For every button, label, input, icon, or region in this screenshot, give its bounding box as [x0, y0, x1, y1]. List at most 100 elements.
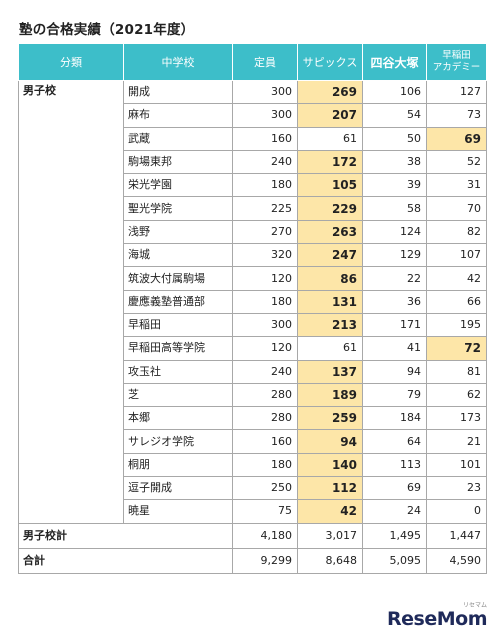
waseda-cell: 195: [426, 312, 487, 338]
table-row: 早稲田 300 213 171 195: [19, 312, 487, 338]
waseda-cell: 81: [426, 359, 487, 384]
yotsuya-cell: 113: [362, 452, 427, 478]
capacity-cell: 180: [232, 289, 298, 314]
total-label: 男子校計: [18, 522, 233, 549]
waseda-cell: 73: [426, 103, 487, 128]
capacity-cell: 300: [232, 312, 298, 338]
yotsuya-cell: 124: [362, 219, 427, 245]
waseda-cell: 72: [426, 336, 487, 361]
sapix-cell: 61: [297, 126, 363, 151]
total-yotsuya-cell: 1,495: [362, 522, 427, 549]
sapix-cell: 140: [297, 452, 363, 478]
table-row: 栄光学園 180 105 39 31: [19, 173, 487, 198]
total-waseda-cell: 1,447: [426, 522, 487, 549]
table-row: 男子校 開成 300 269 106 127: [18, 79, 487, 524]
waseda-cell: 62: [426, 382, 487, 408]
capacity-cell: 160: [232, 126, 298, 151]
results-table: 分類 中学校 定員 サピックス 四谷大塚 早稲田 アカデミー 男子校 開成 300 2…: [18, 43, 487, 574]
school-name: サレジオ学院: [123, 429, 233, 454]
header-school: 中学校: [123, 43, 233, 81]
school-name: 早稲田: [123, 312, 233, 338]
yotsuya-cell: 38: [362, 149, 427, 175]
waseda-cell: 0: [426, 499, 487, 524]
total-capacity-cell: 9,299: [232, 547, 298, 574]
waseda-cell: 42: [426, 266, 487, 291]
table-row: 聖光学院 225 229 58 70: [19, 196, 487, 221]
sapix-cell: 213: [297, 312, 363, 338]
capacity-cell: 280: [232, 406, 298, 431]
sapix-cell: 263: [297, 219, 363, 245]
sapix-cell: 94: [297, 429, 363, 454]
waseda-cell: 82: [426, 219, 487, 245]
waseda-cell: 69: [426, 126, 487, 151]
capacity-cell: 180: [232, 173, 298, 198]
school-name: 武蔵: [123, 126, 233, 151]
waseda-cell: 127: [426, 79, 487, 105]
capacity-cell: 180: [232, 452, 298, 478]
school-name: 本郷: [123, 406, 233, 431]
school-name: 早稲田高等学院: [123, 336, 233, 361]
table-row: 暁星 75 42 24 0: [19, 499, 487, 524]
total-label: 合計: [18, 547, 233, 574]
capacity-cell: 120: [232, 336, 298, 361]
header-waseda-line2: アカデミー: [432, 62, 481, 73]
yotsuya-cell: 94: [362, 359, 427, 384]
page-title: 塾の合格実績（2021年度）: [19, 22, 195, 38]
yotsuya-cell: 106: [362, 79, 427, 105]
capacity-cell: 225: [232, 196, 298, 221]
header-yotsuya: 四谷大塚: [362, 43, 427, 81]
sapix-cell: 42: [297, 499, 363, 524]
school-name: 逗子開成: [123, 476, 233, 501]
header-capacity: 定員: [232, 43, 298, 81]
header-sapix: サピックス: [297, 43, 363, 81]
total-row: 男子校計 4,180 3,017 1,495 1,447: [18, 522, 487, 549]
logo-small-text: リセマム: [462, 602, 487, 609]
capacity-cell: 250: [232, 476, 298, 501]
waseda-cell: 66: [426, 289, 487, 314]
yotsuya-cell: 58: [362, 196, 427, 221]
school-name: 聖光学院: [123, 196, 233, 221]
capacity-cell: 300: [232, 103, 298, 128]
yotsuya-cell: 22: [362, 266, 427, 291]
capacity-cell: 120: [232, 266, 298, 291]
yotsuya-cell: 24: [362, 499, 427, 524]
school-name: 海城: [123, 243, 233, 268]
total-capacity-cell: 4,180: [232, 522, 298, 549]
yotsuya-cell: 79: [362, 382, 427, 408]
sapix-cell: 172: [297, 149, 363, 175]
waseda-cell: 107: [426, 243, 487, 268]
total-yotsuya-cell: 5,095: [362, 547, 427, 574]
waseda-cell: 31: [426, 173, 487, 198]
school-name: 開成: [123, 79, 233, 105]
capacity-cell: 320: [232, 243, 298, 268]
capacity-cell: 280: [232, 382, 298, 408]
capacity-cell: 300: [232, 79, 298, 105]
sapix-cell: 247: [297, 243, 363, 268]
waseda-cell: 101: [426, 452, 487, 478]
table-row: 麻布 300 207 54 73: [19, 103, 487, 128]
total-sapix-cell: 3,017: [297, 522, 363, 549]
yotsuya-cell: 39: [362, 173, 427, 198]
yotsuya-cell: 184: [362, 406, 427, 431]
sapix-cell: 259: [297, 406, 363, 431]
school-name: 芝: [123, 382, 233, 408]
waseda-cell: 21: [426, 429, 487, 454]
sapix-cell: 86: [297, 266, 363, 291]
yotsuya-cell: 171: [362, 312, 427, 338]
school-name: 暁星: [123, 499, 233, 524]
yotsuya-cell: 54: [362, 103, 427, 128]
school-name: 栄光学園: [123, 173, 233, 198]
table-row: 攻玉社 240 137 94 81: [19, 359, 487, 384]
capacity-cell: 270: [232, 219, 298, 245]
sapix-cell: 207: [297, 103, 363, 128]
resemom-logo: ReseMom リセマム: [387, 602, 487, 630]
sapix-cell: 105: [297, 173, 363, 198]
capacity-cell: 240: [232, 149, 298, 175]
total-sapix-cell: 8,648: [297, 547, 363, 574]
waseda-cell: 23: [426, 476, 487, 501]
sapix-cell: 269: [297, 79, 363, 105]
school-name: 駒場東邦: [123, 149, 233, 175]
total-row: 合計 9,299 8,648 5,095 4,590: [18, 547, 487, 574]
yotsuya-cell: 69: [362, 476, 427, 501]
capacity-cell: 240: [232, 359, 298, 384]
